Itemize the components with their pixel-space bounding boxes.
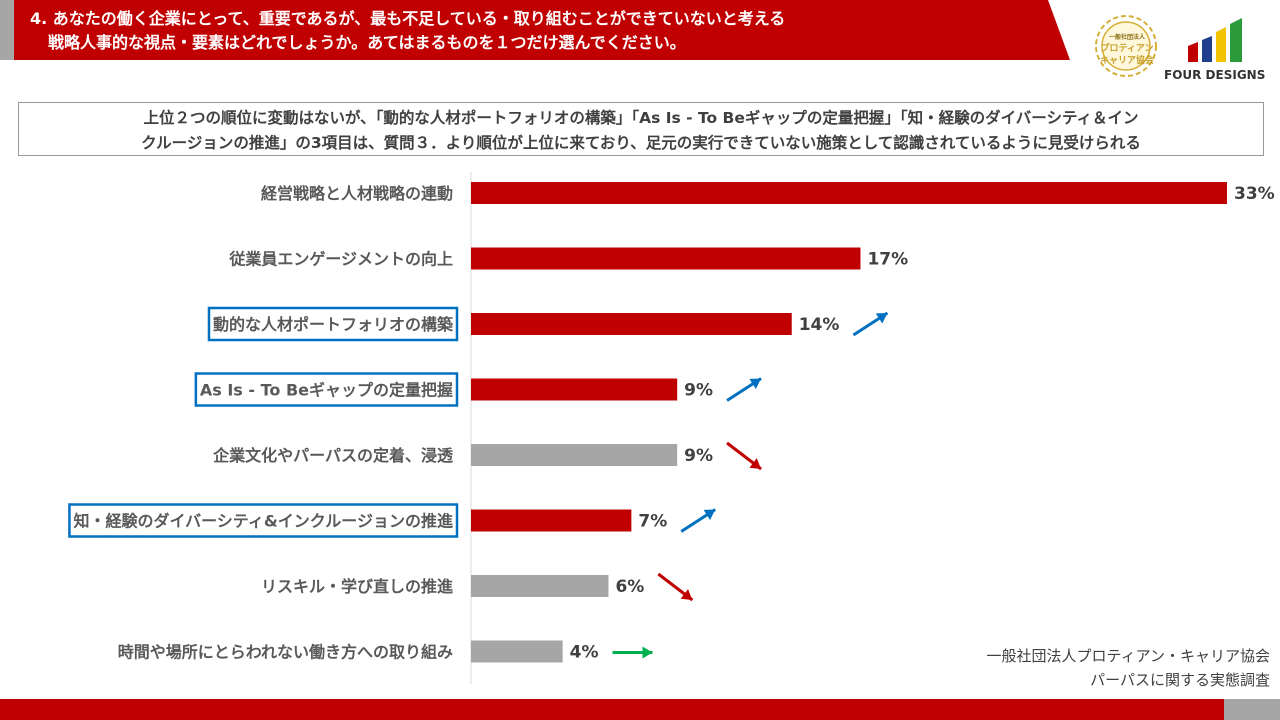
value-label-2: 17%	[867, 250, 908, 270]
category-label-3: 動的な人材ポートフォリオの構築	[213, 315, 454, 334]
category-label-5: 企業文化やパーパスの定着、浸透	[212, 446, 454, 465]
highlight-box-4	[194, 372, 459, 407]
badge-small-label: 一般社団法人	[1108, 34, 1145, 41]
trend-arrowhead-8-icon	[642, 646, 653, 659]
summary-line-2: クルージョンの推進」の3項目は、質問３．より順位が上位に来ており、足元の実行でき…	[141, 134, 1141, 152]
question-line-2: 戦略人事的な視点・要素はどれでしょうか。あてはまるものを１つだけ選んでください。	[48, 33, 686, 52]
footer-bar-gray	[1224, 699, 1280, 720]
header-banner: 4. あなたの働く企業にとって、重要であるが、最も不足している・取り組むことがで…	[0, 0, 1070, 60]
value-label-7: 6%	[615, 577, 644, 597]
badge-label-1: プロティアン	[1100, 44, 1154, 54]
laurel-badge-icon	[1095, 15, 1157, 77]
value-label-1: 33%	[1234, 184, 1275, 204]
trend-arrowhead-5-icon	[749, 458, 762, 469]
category-label-6: 知・経験のダイバーシティ&インクルージョンの推進	[73, 512, 453, 531]
footer-bar-red	[0, 699, 1224, 720]
source-line-2: パーパスに関する実態調査	[1090, 671, 1270, 689]
category-label-8: 時間や場所にとらわれない働き方への取り組み	[118, 643, 453, 662]
value-label-5: 9%	[684, 446, 713, 466]
highlight-box-3	[207, 306, 459, 342]
company-logo-text: FOUR DESIGNS	[1164, 68, 1266, 82]
bar-1	[471, 182, 1227, 204]
value-label-3: 14%	[799, 315, 840, 335]
trend-arrowhead-4-icon	[749, 378, 762, 389]
four-designs-logo-icon	[1188, 18, 1242, 62]
source-note: 一般社団法人プロティアン・キャリア協会 パーパスに関する実態調査	[986, 644, 1270, 692]
trend-arrowhead-7-icon	[680, 589, 693, 600]
bar-5	[471, 444, 678, 466]
badge-label-2: キャリア協会	[1099, 56, 1154, 66]
trend-arrowhead-6-icon	[703, 509, 716, 520]
trend-arrowhead-3-icon	[875, 313, 888, 324]
bar-7	[471, 575, 609, 597]
summary-box: 上位２つの順位に変動はないが、「動的な人材ポートフォリオの構築」「As Is -…	[18, 102, 1264, 156]
bar-4	[471, 378, 678, 401]
bar-3	[471, 313, 792, 335]
category-label-7: リスキル・学び直しの推進	[261, 577, 453, 596]
highlight-box-6	[68, 503, 459, 538]
value-label-6: 7%	[638, 512, 667, 532]
source-line-1: 一般社団法人プロティアン・キャリア協会	[986, 647, 1270, 665]
question-line-1: 4. あなたの働く企業にとって、重要であるが、最も不足している・取り組むことがで…	[30, 9, 786, 28]
category-label-1: 経営戦略と人材戦略の連動	[261, 184, 453, 203]
bar-6	[471, 509, 632, 532]
value-label-4: 9%	[684, 381, 713, 401]
bar-8	[471, 640, 563, 663]
header-background	[0, 0, 1070, 60]
bar-2	[471, 247, 861, 270]
category-label-4: As Is - To Beギャップの定量把握	[200, 381, 453, 400]
category-label-2: 従業員エンゲージメントの向上	[228, 250, 453, 269]
summary-line-1: 上位２つの順位に変動はないが、「動的な人材ポートフォリオの構築」「As Is -…	[143, 109, 1139, 127]
value-label-8: 4%	[570, 643, 599, 663]
